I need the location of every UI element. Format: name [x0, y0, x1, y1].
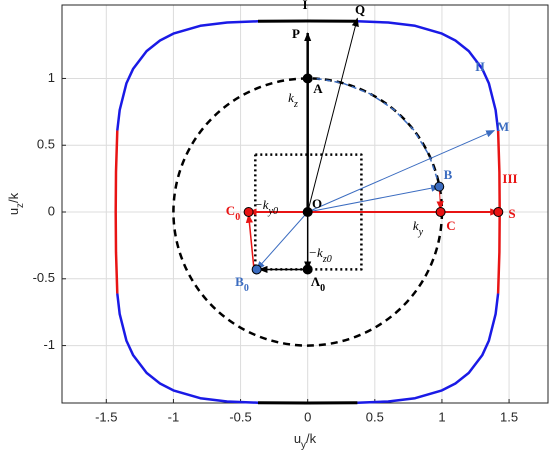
- annotation-text: k: [413, 218, 419, 233]
- annotation-text: −k: [308, 245, 323, 260]
- annotation-text: O: [312, 196, 322, 211]
- xlabel-label: uy/k: [294, 431, 317, 451]
- annotation-text: C: [446, 218, 455, 233]
- annotation: S: [508, 206, 515, 221]
- x-tick-label: 1.5: [500, 409, 518, 424]
- annotation-text: B: [444, 167, 453, 182]
- ylabel-label: uz/k: [6, 192, 26, 215]
- annotation-sub: 0: [320, 283, 325, 294]
- y-tick-label: 0: [48, 203, 55, 218]
- annotation-sub: y0: [268, 206, 278, 217]
- annotation-text: k: [288, 90, 294, 105]
- arrow: [256, 211, 309, 271]
- ylabel-part: /k: [6, 192, 21, 203]
- annotation: I: [302, 0, 307, 12]
- annotation-text: I: [302, 0, 307, 12]
- annotation-text: II: [475, 59, 485, 74]
- plot-background: [62, 5, 548, 403]
- annotation: III: [502, 171, 517, 186]
- point: [243, 207, 254, 218]
- x-tick-label: -0.5: [229, 409, 251, 424]
- point: [251, 264, 262, 275]
- y-tick-label: 1: [48, 70, 55, 85]
- annotation-text: C: [226, 203, 235, 218]
- annotation: −kz0: [308, 245, 331, 265]
- point: [302, 73, 313, 84]
- arrow: [307, 17, 359, 213]
- arrow: [245, 213, 255, 270]
- y-tick-label: 0.5: [37, 137, 55, 152]
- annotation: B0: [235, 274, 249, 294]
- point: [302, 264, 313, 275]
- annotation: P: [292, 26, 300, 41]
- annotation: II: [475, 59, 485, 74]
- annotation-sub: 0: [235, 212, 240, 223]
- annotation-text: A: [313, 81, 323, 96]
- annotation: Q: [355, 2, 365, 17]
- x-tick-label: -1.5: [95, 409, 117, 424]
- xlabel-part: u: [294, 431, 301, 446]
- curve: [116, 20, 500, 404]
- annotation: kz: [288, 90, 298, 110]
- ylabel-part: u: [6, 208, 21, 215]
- annotation-sub: 0: [244, 283, 249, 294]
- annotation: C: [446, 218, 455, 233]
- point: [434, 181, 445, 192]
- y-tick-label: -0.5: [33, 270, 55, 285]
- ylabel-part: z: [15, 203, 26, 208]
- x-tick-label: 1: [438, 409, 445, 424]
- annotation-sub: z: [293, 99, 298, 110]
- annotation: −ky0: [254, 197, 278, 217]
- point: [435, 207, 446, 218]
- annotation: M: [497, 119, 509, 134]
- x-tick-label: 0: [304, 409, 311, 424]
- x-tick-label: -1: [168, 409, 180, 424]
- x-tick-label: 0.5: [366, 409, 384, 424]
- annotation-text: B: [235, 274, 244, 289]
- annotation-text: −k: [254, 197, 269, 212]
- annotation: C0: [226, 203, 240, 223]
- annotation-text: Q: [355, 2, 365, 17]
- arrow: [307, 130, 496, 213]
- annotation-sub: y: [418, 227, 424, 238]
- point: [302, 207, 313, 218]
- xlabel-part: /k: [306, 431, 317, 446]
- annotation-sub: z0: [322, 254, 332, 265]
- curve: [307, 77, 440, 185]
- arrow: [307, 184, 441, 213]
- point: [493, 207, 504, 218]
- annotation-text: S: [508, 206, 515, 221]
- annotation-text: M: [497, 119, 509, 134]
- curve: [257, 19, 358, 405]
- curve: [254, 153, 363, 271]
- annotation: A: [313, 81, 323, 96]
- annotation: B: [444, 167, 453, 182]
- annotation: Λ0: [311, 274, 325, 294]
- annotation-text: III: [502, 171, 517, 186]
- annotation: O: [312, 196, 322, 211]
- xlabel-part: y: [301, 440, 306, 451]
- annotation-text: P: [292, 26, 300, 41]
- annotation: ky: [413, 218, 424, 238]
- y-tick-label: -1: [43, 337, 55, 352]
- annotation-text: Λ: [311, 274, 321, 289]
